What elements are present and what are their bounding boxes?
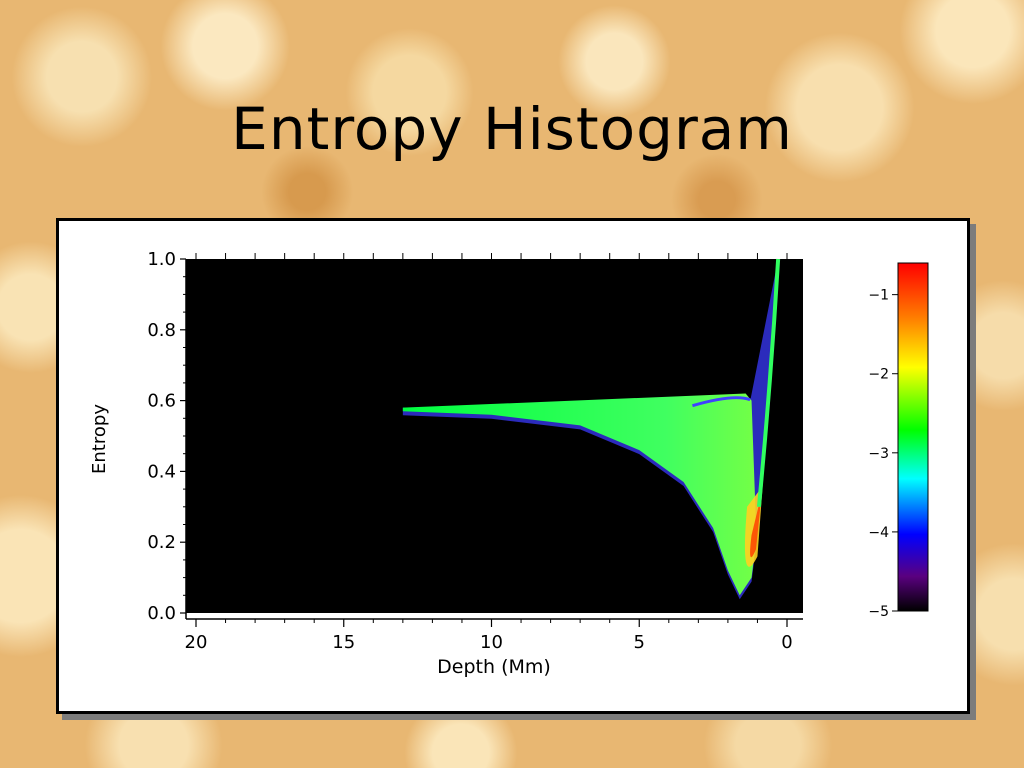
y-tick-label: 0.8: [147, 320, 176, 341]
x-tick-label: 15: [332, 632, 355, 653]
plateau-cap: [692, 396, 751, 408]
histogram-branch: [756, 258, 781, 507]
slide-title: Entropy Histogram: [231, 95, 793, 163]
x-tick-label: 10: [480, 632, 503, 653]
colorbar-tick-label: −3: [868, 446, 889, 462]
y-axis-label: Entropy: [89, 404, 110, 474]
y-tick-label: 0.6: [147, 391, 176, 412]
colorbar-tick-label: −2: [868, 367, 889, 383]
x-tick-label: 20: [185, 632, 208, 653]
colorbar-ticks: −1 −2 −3 −4 −5: [868, 288, 898, 620]
y-tick-label: 1.0: [147, 249, 176, 270]
y-tick-label: 0.0: [147, 603, 176, 624]
histogram-features: [196, 258, 781, 600]
histogram-core-peak: [750, 492, 762, 558]
colorbar: [897, 262, 929, 612]
histogram-body: [402, 259, 779, 596]
x-tick-label: 5: [634, 632, 645, 653]
axes: 20 15 10 5 0 0.0 0.2 0.4 0.6 0.8 1.0: [147, 249, 803, 653]
colorbar-tick-label: −1: [868, 288, 889, 304]
chart-panel: 20 15 10 5 0 0.0 0.2 0.4 0.6 0.8 1.0 Depth (Mm) En…: [56, 218, 970, 714]
x-axis-label: Depth (Mm): [437, 656, 551, 678]
colorbar-tick-label: −4: [868, 525, 889, 541]
entropy-histogram-chart: 20 15 10 5 0 0.0 0.2 0.4 0.6 0.8 1.0 Depth (Mm) En…: [89, 249, 929, 678]
x-tick-label: 0: [781, 632, 792, 653]
colorbar-tick-label: −5: [868, 604, 889, 620]
y-tick-label: 0.4: [147, 461, 176, 482]
y-tick-label: 0.2: [147, 532, 176, 553]
histogram-core: [744, 436, 767, 567]
